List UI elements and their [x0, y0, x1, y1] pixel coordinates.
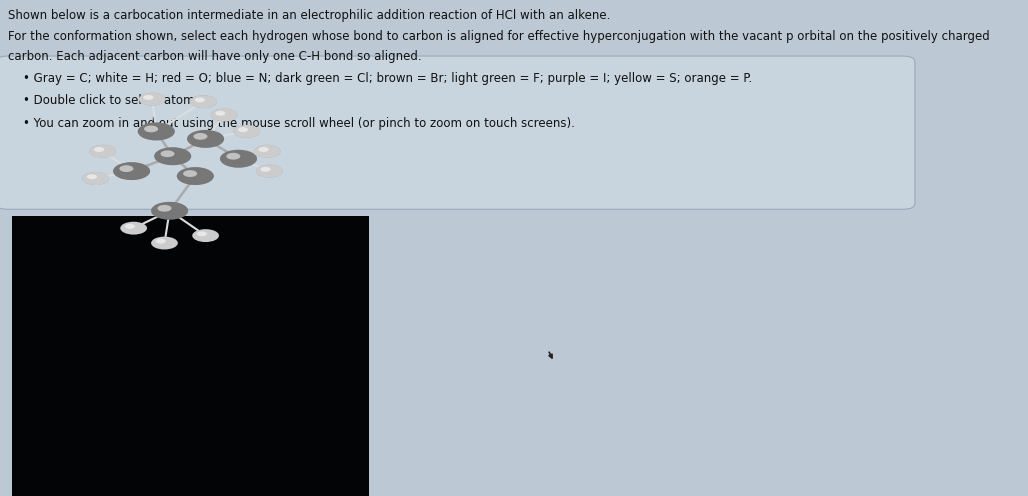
- Circle shape: [190, 95, 217, 108]
- Circle shape: [233, 125, 260, 138]
- Circle shape: [226, 153, 241, 160]
- Circle shape: [82, 172, 109, 185]
- Circle shape: [192, 229, 219, 242]
- Text: • You can zoom in and out using the mouse scroll wheel (or pinch to zoom on touc: • You can zoom in and out using the mous…: [23, 117, 575, 129]
- Circle shape: [113, 162, 150, 180]
- Circle shape: [154, 147, 191, 165]
- Text: Shown below is a carbocation intermediate in an electrophilic addition reaction : Shown below is a carbocation intermediat…: [8, 9, 611, 22]
- Circle shape: [124, 224, 135, 229]
- Circle shape: [113, 162, 150, 180]
- Circle shape: [120, 222, 147, 235]
- Circle shape: [192, 229, 219, 242]
- Circle shape: [196, 231, 207, 236]
- Circle shape: [190, 95, 217, 108]
- Circle shape: [233, 125, 260, 138]
- Circle shape: [89, 145, 116, 158]
- Circle shape: [177, 167, 214, 185]
- Circle shape: [82, 172, 109, 185]
- Circle shape: [86, 174, 97, 179]
- Circle shape: [151, 237, 178, 249]
- Circle shape: [237, 127, 248, 132]
- Circle shape: [211, 109, 237, 122]
- Text: • Gray = C; white = H; red = O; blue = N; dark green = Cl; brown = Br; light gre: • Gray = C; white = H; red = O; blue = N…: [23, 72, 751, 85]
- Circle shape: [155, 239, 166, 244]
- Circle shape: [215, 111, 225, 116]
- Circle shape: [183, 170, 197, 177]
- Bar: [12, 216, 369, 496]
- Circle shape: [187, 130, 224, 148]
- Circle shape: [254, 145, 281, 158]
- Circle shape: [151, 202, 188, 220]
- Circle shape: [177, 167, 214, 185]
- Circle shape: [144, 125, 158, 132]
- Circle shape: [211, 109, 237, 122]
- Circle shape: [160, 150, 175, 157]
- Circle shape: [154, 147, 191, 165]
- Circle shape: [138, 123, 175, 140]
- Circle shape: [157, 205, 172, 212]
- FancyBboxPatch shape: [0, 56, 915, 209]
- Text: For the conformation shown, select each hydrogen whose bond to carbon is aligned: For the conformation shown, select each …: [8, 30, 990, 43]
- Circle shape: [260, 167, 270, 172]
- Circle shape: [258, 147, 268, 152]
- Circle shape: [94, 147, 104, 152]
- Circle shape: [193, 133, 208, 140]
- Circle shape: [139, 93, 166, 106]
- Circle shape: [187, 130, 224, 148]
- Circle shape: [256, 165, 283, 178]
- Circle shape: [254, 145, 281, 158]
- Text: • Double click to select atoms.: • Double click to select atoms.: [23, 94, 204, 107]
- Circle shape: [220, 150, 257, 168]
- Circle shape: [151, 202, 188, 220]
- Circle shape: [119, 165, 134, 172]
- Circle shape: [89, 145, 116, 158]
- Text: carbon. Each adjacent carbon will have only one C-H bond so aligned.: carbon. Each adjacent carbon will have o…: [8, 50, 421, 62]
- Circle shape: [138, 123, 175, 140]
- Circle shape: [139, 93, 166, 106]
- Circle shape: [151, 237, 178, 249]
- Circle shape: [220, 150, 257, 168]
- Circle shape: [256, 165, 283, 178]
- Circle shape: [120, 222, 147, 235]
- Circle shape: [194, 97, 205, 102]
- Circle shape: [143, 95, 153, 100]
